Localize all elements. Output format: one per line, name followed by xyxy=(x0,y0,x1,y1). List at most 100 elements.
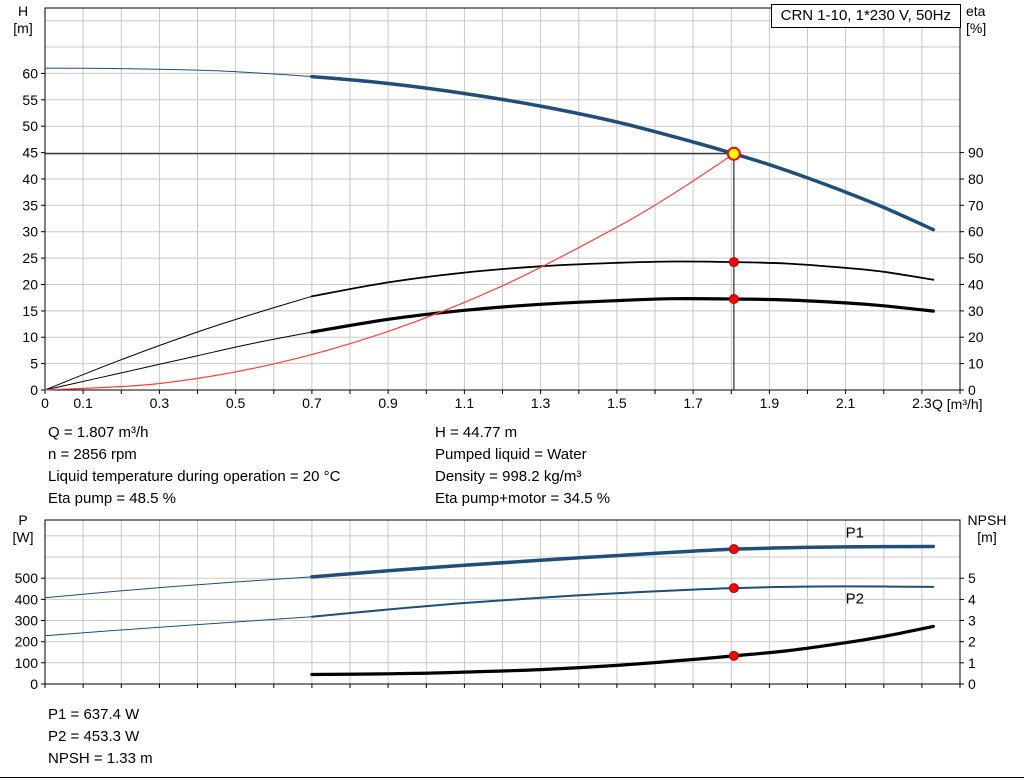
p1-curve xyxy=(310,544,936,579)
svg-text:20: 20 xyxy=(22,277,38,293)
svg-text:400: 400 xyxy=(15,591,39,607)
svg-text:300: 300 xyxy=(15,613,39,629)
svg-text:0: 0 xyxy=(30,382,38,398)
density-line: Density = 998.2 kg/m³ xyxy=(435,468,582,485)
svg-text:90: 90 xyxy=(968,145,984,161)
svg-text:0.3: 0.3 xyxy=(150,395,170,411)
svg-text:2.1: 2.1 xyxy=(836,395,856,411)
svg-text:50: 50 xyxy=(968,250,984,266)
svg-text:10: 10 xyxy=(968,356,984,372)
liquid-temp-line: Liquid temperature during operation = 20… xyxy=(48,468,341,485)
svg-text:25: 25 xyxy=(22,250,38,266)
svg-text:45: 45 xyxy=(22,145,38,161)
svg-text:15: 15 xyxy=(22,303,38,319)
svg-text:0: 0 xyxy=(968,382,976,398)
eta-axis-title: eta [%] xyxy=(962,3,1012,37)
operating-data-right: H = 44.77 m Pumped liquid = Water Densit… xyxy=(435,422,610,510)
npsh-axis-symbol: NPSH xyxy=(967,512,1007,528)
eta-axis-symbol: eta xyxy=(966,3,986,19)
p2-value-line: P2 = 453.3 W xyxy=(48,728,140,745)
power-axis-symbol: P xyxy=(18,512,28,528)
svg-text:50: 50 xyxy=(22,118,38,134)
eta-pump-low-flow xyxy=(44,295,313,391)
npsh-axis-unit: [m] xyxy=(977,529,997,545)
eta-total-line: Eta pump+motor = 34.5 % xyxy=(435,490,611,507)
svg-text:100: 100 xyxy=(15,655,39,671)
npsh-point xyxy=(728,650,739,661)
head-value-line: H = 44.77 m xyxy=(435,424,518,441)
svg-text:5: 5 xyxy=(30,356,38,372)
npsh-value-line: NPSH = 1.33 m xyxy=(48,750,153,767)
svg-text:30: 30 xyxy=(968,303,984,319)
svg-text:80: 80 xyxy=(968,171,984,187)
svg-text:3: 3 xyxy=(968,613,976,629)
svg-text:55: 55 xyxy=(22,92,38,108)
qh-eta-chart: 0 0.1 0.3 0.5 0.7 0.9 1.1 1.3 1.5 1.7 1.9 2.1 2.3 0 5 1… xyxy=(22,7,984,411)
eta-pump-motor-point xyxy=(728,294,739,304)
eta-pump-motor-curve xyxy=(310,297,935,334)
p1-low-flow xyxy=(44,576,313,599)
svg-text:60: 60 xyxy=(22,65,38,81)
head-curve-low-flow xyxy=(44,67,313,78)
power-axis-unit: [W] xyxy=(12,529,34,545)
svg-text:1.1: 1.1 xyxy=(455,395,475,411)
p2-curve-label: P2 xyxy=(846,591,864,608)
svg-text:2.3: 2.3 xyxy=(912,395,932,411)
power-npsh-chart: 0 100 200 300 400 500 0 1 2 3 4 5 P1 P2 xyxy=(15,519,976,692)
eta-axis-unit: [%] xyxy=(966,20,987,36)
svg-text:60: 60 xyxy=(968,224,984,240)
p1-value-line: P1 = 637.4 W xyxy=(48,706,140,723)
head-curve xyxy=(310,74,936,232)
head-axis-title: H [m] xyxy=(2,3,44,37)
svg-text:1.3: 1.3 xyxy=(531,395,551,411)
operating-data-left: Q = 1.807 m³/h n = 2856 rpm Liquid tempe… xyxy=(48,422,340,510)
svg-text:1.5: 1.5 xyxy=(607,395,627,411)
svg-text:2: 2 xyxy=(968,634,976,650)
svg-text:0.5: 0.5 xyxy=(226,395,246,411)
duty-point xyxy=(726,146,741,161)
svg-text:0: 0 xyxy=(30,676,38,692)
power-axis-title: P [W] xyxy=(2,512,44,546)
system-curve xyxy=(44,153,735,391)
flow-axis-title: Q [m³/h] xyxy=(932,396,983,412)
npsh-axis-title: NPSH [m] xyxy=(956,512,1018,546)
eta-pump-motor-low-flow xyxy=(44,331,313,391)
svg-text:35: 35 xyxy=(22,197,38,213)
svg-text:0.7: 0.7 xyxy=(302,395,322,411)
svg-text:0.9: 0.9 xyxy=(378,395,398,411)
svg-text:40: 40 xyxy=(22,171,38,187)
speed-value-line: n = 2856 rpm xyxy=(48,446,137,463)
footer-divider xyxy=(0,777,1024,778)
svg-text:70: 70 xyxy=(968,197,984,213)
svg-text:1.7: 1.7 xyxy=(683,395,703,411)
svg-text:30: 30 xyxy=(22,224,38,240)
eta-pump-line: Eta pump = 48.5 % xyxy=(48,490,176,507)
p2-curve xyxy=(310,585,935,618)
flow-value-line: Q = 1.807 m³/h xyxy=(48,424,149,441)
p1-curve-label: P1 xyxy=(846,525,864,542)
eta-pump-point xyxy=(728,257,739,268)
svg-text:40: 40 xyxy=(968,277,984,293)
npsh-curve xyxy=(310,624,935,677)
svg-text:5: 5 xyxy=(968,570,976,586)
eta-pump-curve xyxy=(311,260,935,298)
pump-model-box: CRN 1-10, 1*230 V, 50Hz xyxy=(770,4,961,28)
svg-text:200: 200 xyxy=(15,634,39,650)
svg-text:1.9: 1.9 xyxy=(760,395,780,411)
head-axis-unit: [m] xyxy=(13,20,33,36)
p1-point xyxy=(728,544,739,555)
power-data-block: P1 = 637.4 W P2 = 453.3 W NPSH = 1.33 m xyxy=(48,704,153,770)
svg-text:0: 0 xyxy=(41,395,49,411)
svg-text:0.1: 0.1 xyxy=(73,395,93,411)
svg-text:20: 20 xyxy=(968,329,984,345)
svg-text:10: 10 xyxy=(22,329,38,345)
svg-text:500: 500 xyxy=(15,570,39,586)
head-axis-symbol: H xyxy=(17,3,29,19)
svg-text:0: 0 xyxy=(968,676,976,692)
svg-text:4: 4 xyxy=(968,591,976,607)
p2-point xyxy=(728,583,739,594)
p2-low-flow xyxy=(44,616,313,637)
pumped-liquid-line: Pumped liquid = Water xyxy=(435,446,587,463)
svg-text:1: 1 xyxy=(968,655,976,671)
